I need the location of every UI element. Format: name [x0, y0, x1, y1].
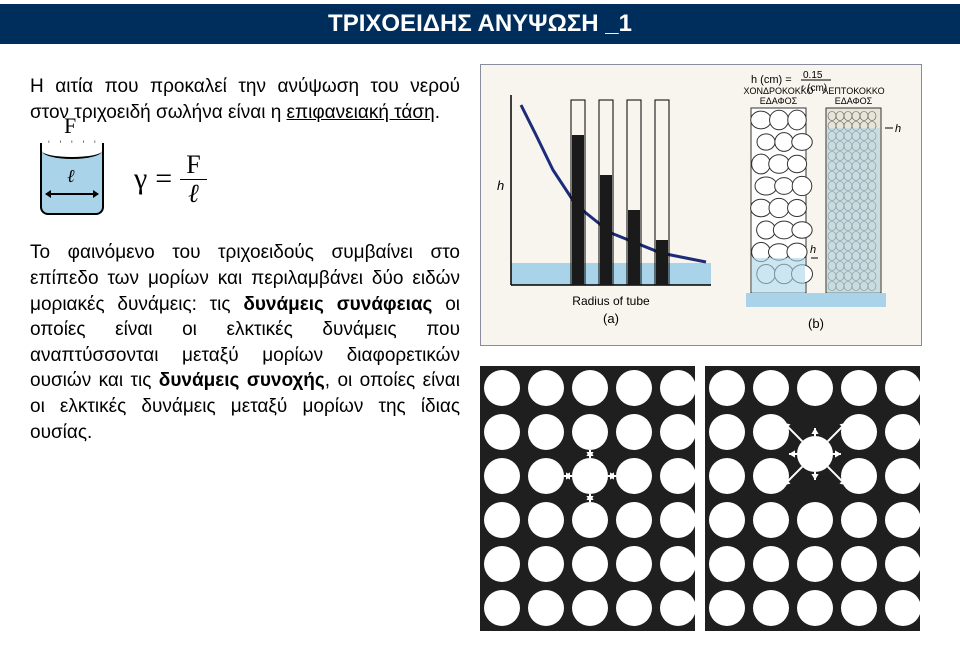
width-arrow: [46, 193, 98, 195]
left-column: Η αιτία που προκαλεί την ανύψωση του νερ…: [30, 64, 480, 636]
eq-gamma: γ: [134, 162, 147, 196]
svg-text:ΕΔΑΦΟΣ: ΕΔΑΦΟΣ: [760, 96, 798, 106]
para1-underlined: επιφανειακή τάση: [287, 102, 435, 123]
svg-text:ΕΔΑΦΟΣ: ΕΔΑΦΟΣ: [835, 96, 873, 106]
capillary-svg: hRadius of tube(a)h (cm) =0.15r (cm)ΧΟΝΔ…: [481, 65, 921, 345]
svg-text:(b): (b): [808, 316, 824, 331]
right-column: hRadius of tube(a)h (cm) =0.15r (cm)ΧΟΝΔ…: [480, 64, 930, 636]
svg-text:(a): (a): [603, 311, 619, 326]
paragraph-2: Το φαινόμενο του τριχοειδούς συμβαίνει σ…: [30, 240, 460, 445]
p2-adhesion: δυνάμεις συνάφειας: [243, 294, 432, 315]
equation-block: F ↓↓↓↓↓ ℓ γ = F ℓ: [40, 143, 460, 215]
molecules-svg: [480, 366, 920, 636]
eq-fraction: F ℓ: [180, 151, 206, 207]
svg-text:h (cm) =: h (cm) =: [751, 74, 792, 86]
content: Η αιτία που προκαλεί την ανύψωση του νερ…: [0, 44, 960, 636]
page-title: ΤΡΙΧΟΕΙΔΗΣ ΑΝΥΨΩΣΗ _1: [328, 10, 632, 37]
svg-text:Radius of tube: Radius of tube: [572, 294, 650, 308]
svg-text:h: h: [810, 244, 816, 256]
molecules-figure: [480, 366, 920, 636]
svg-text:h: h: [497, 178, 504, 193]
svg-text:ΛΕΠΤΟΚΟΚΚΟ: ΛΕΠΤΟΚΟΚΚΟ: [822, 86, 884, 96]
svg-text:ΧΟΝΔΡΟΚΟΚΚΟ: ΧΟΝΔΡΟΚΟΚΚΟ: [744, 86, 814, 96]
eq-numerator: F: [180, 151, 206, 179]
gamma-equation: γ = F ℓ: [134, 151, 207, 207]
paragraph-1: Η αιτία που προκαλεί την ανύψωση του νερ…: [30, 74, 460, 125]
svg-text:h: h: [895, 123, 901, 135]
eq-denominator: ℓ: [182, 180, 205, 207]
capillary-figure: hRadius of tube(a)h (cm) =0.15r (cm)ΧΟΝΔ…: [480, 64, 922, 346]
meniscus-diagram: F ↓↓↓↓↓ ℓ: [40, 143, 104, 215]
eq-equals: =: [155, 162, 172, 196]
length-label: ℓ: [67, 166, 75, 187]
p2-cohesion: δυνάμεις συνοχής: [159, 370, 325, 391]
meniscus-curve: [42, 143, 102, 159]
para1-suffix: .: [435, 102, 440, 123]
svg-text:0.15: 0.15: [803, 70, 823, 81]
title-bar: ΤΡΙΧΟΕΙΔΗΣ ΑΝΥΨΩΣΗ _1: [0, 4, 960, 44]
